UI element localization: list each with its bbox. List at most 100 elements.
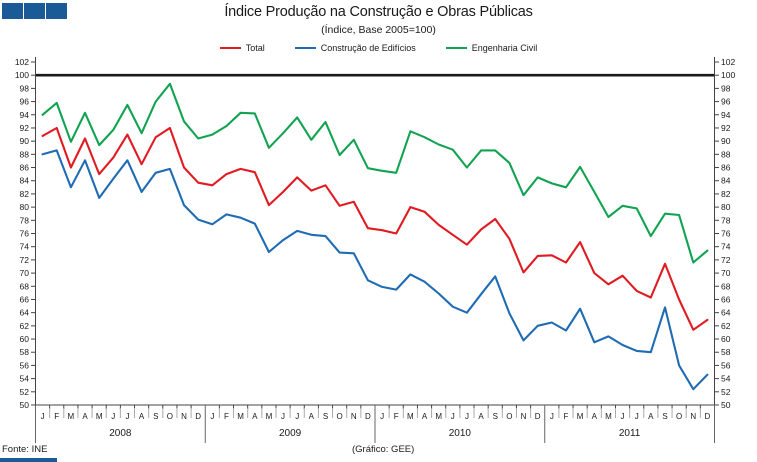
- credit-note: (Gráfico: GEE): [352, 444, 415, 455]
- y-tick-label-right: 50: [721, 400, 731, 410]
- month-label: N: [351, 412, 357, 421]
- y-tick-label-left: 54: [20, 374, 30, 384]
- month-label: S: [323, 412, 328, 421]
- month-label: M: [96, 412, 103, 421]
- y-tick-label-left: 72: [20, 255, 30, 265]
- y-tick-label-right: 70: [721, 268, 731, 278]
- y-tick-label-left: 84: [20, 176, 30, 186]
- month-label: A: [592, 412, 598, 421]
- month-label: S: [153, 412, 158, 421]
- year-label-2011: 2011: [619, 428, 641, 439]
- y-tick-label-left: 68: [20, 281, 30, 291]
- month-label: N: [690, 412, 696, 421]
- y-tick-label-right: 100: [721, 70, 735, 80]
- month-label: J: [621, 412, 625, 421]
- year-label-2008: 2008: [109, 428, 132, 439]
- month-label: F: [224, 412, 229, 421]
- logo-square-2: [24, 3, 45, 19]
- y-tick-label-right: 84: [721, 176, 731, 186]
- month-label: M: [577, 412, 584, 421]
- y-tick-label-left: 86: [20, 163, 30, 173]
- y-tick-label-right: 96: [721, 97, 731, 107]
- y-tick-label-right: 102: [721, 57, 735, 67]
- y-tick-label-left: 90: [20, 136, 30, 146]
- month-label: S: [493, 412, 498, 421]
- y-tick-label-left: 94: [20, 110, 30, 120]
- y-tick-label-right: 90: [721, 136, 731, 146]
- y-tick-label-right: 86: [721, 163, 731, 173]
- series-line-engenharia-civil: [41, 82, 709, 264]
- y-tick-label-left: 88: [20, 149, 30, 159]
- y-tick-label-left: 50: [20, 400, 30, 410]
- legend-swatch-engenharia: [445, 47, 467, 49]
- legend-label-total: Total: [245, 43, 265, 53]
- y-tick-label-right: 92: [721, 123, 731, 133]
- legend-item-edificios: Construção de Edifícios: [294, 43, 416, 53]
- month-label: O: [167, 412, 173, 421]
- month-label: F: [564, 412, 569, 421]
- y-tick-label-right: 80: [721, 202, 731, 212]
- y-tick-label-left: 98: [20, 83, 30, 93]
- legend-label-edificios: Construção de Edifícios: [320, 43, 416, 53]
- y-tick-label-right: 82: [721, 189, 731, 199]
- month-label: D: [195, 412, 201, 421]
- month-label: J: [41, 412, 45, 421]
- y-tick-label-right: 72: [721, 255, 731, 265]
- legend-swatch-total: [219, 47, 241, 49]
- month-label: J: [281, 412, 285, 421]
- month-label: D: [535, 412, 541, 421]
- chart-legend: Total Construção de Edifícios Engenharia…: [0, 42, 757, 54]
- y-tick-label-right: 68: [721, 281, 731, 291]
- month-label: M: [605, 412, 612, 421]
- year-label-2009: 2009: [279, 428, 302, 439]
- y-tick-label-left: 58: [20, 347, 30, 357]
- month-label: O: [337, 412, 343, 421]
- y-tick-label-right: 74: [721, 242, 731, 252]
- y-tick-label-left: 66: [20, 294, 30, 304]
- month-label: M: [237, 412, 244, 421]
- month-label: J: [635, 412, 639, 421]
- month-label: A: [478, 412, 484, 421]
- y-tick-label-left: 92: [20, 123, 30, 133]
- y-tick-label-left: 80: [20, 202, 30, 212]
- month-label: J: [451, 412, 455, 421]
- legend-item-engenharia: Engenharia Civil: [445, 43, 537, 53]
- y-tick-label-right: 58: [721, 347, 731, 357]
- month-label: M: [266, 412, 273, 421]
- y-tick-label-left: 70: [20, 268, 30, 278]
- month-label: A: [252, 412, 258, 421]
- y-tick-label-right: 52: [721, 387, 731, 397]
- month-label: D: [365, 412, 371, 421]
- month-label: D: [705, 412, 711, 421]
- month-label: O: [506, 412, 512, 421]
- legend-swatch-edificios: [294, 47, 316, 49]
- y-tick-label-left: 78: [20, 215, 30, 225]
- month-label: F: [394, 412, 399, 421]
- month-label: A: [422, 412, 428, 421]
- y-tick-label-right: 76: [721, 229, 731, 239]
- legend-item-total: Total: [219, 43, 265, 53]
- page-title: Índice Produção na Construção e Obras Pú…: [224, 4, 533, 20]
- month-label: O: [676, 412, 682, 421]
- month-label: M: [407, 412, 414, 421]
- bottom-left-bar: [0, 458, 57, 462]
- production-index-chart: 102 102 100 100 98 98 96 96 94 94 92 92 90 90 88 88 86 86…: [15, 57, 735, 443]
- y-tick-label-left: 74: [20, 242, 30, 252]
- month-label: J: [125, 412, 129, 421]
- y-tick-label-left: 96: [20, 97, 30, 107]
- y-tick-label-left: 82: [20, 189, 30, 199]
- y-tick-label-right: 88: [721, 149, 731, 159]
- y-tick-label-right: 60: [721, 334, 731, 344]
- y-tick-label-left: 64: [20, 308, 30, 318]
- month-label: N: [521, 412, 527, 421]
- month-label: M: [435, 412, 442, 421]
- month-label: J: [295, 412, 299, 421]
- source-note: Fonte: INE: [2, 444, 48, 455]
- y-tick-label-left: 60: [20, 334, 30, 344]
- y-tick-label-left: 56: [20, 360, 30, 370]
- month-label: M: [68, 412, 75, 421]
- month-label: J: [465, 412, 469, 421]
- y-tick-label-left: 100: [15, 70, 29, 80]
- month-label: J: [111, 412, 115, 421]
- y-tick-label-right: 78: [721, 215, 731, 225]
